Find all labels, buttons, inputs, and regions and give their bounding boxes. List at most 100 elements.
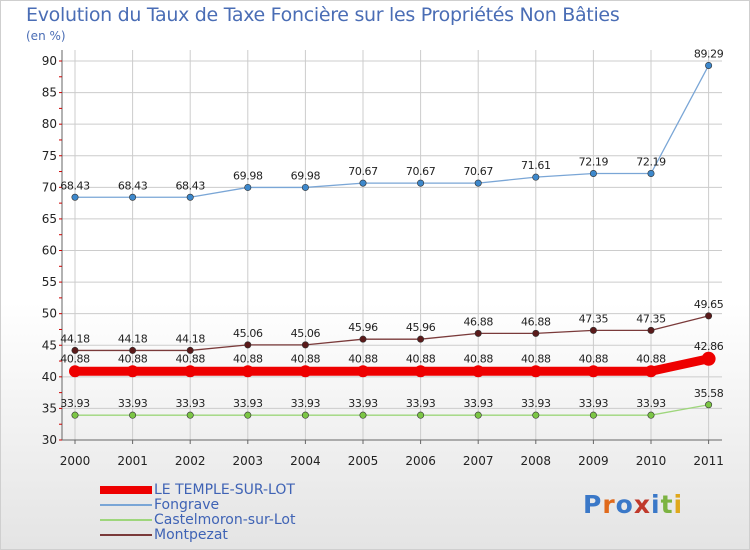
y-tick-label: 40 <box>42 370 57 384</box>
data-point-montpezat <box>474 329 482 337</box>
data-point-le-temple-sur-lot <box>241 365 254 378</box>
gridlines <box>62 50 722 441</box>
axes <box>61 50 722 441</box>
y-tick-label: 30 <box>42 433 57 447</box>
data-label: 33.93 <box>118 397 148 410</box>
data-point-castelmoron-sur-lot <box>532 411 540 419</box>
data-point-fongrave <box>705 61 713 69</box>
y-tick-label: 80 <box>42 117 57 131</box>
data-point-montpezat <box>186 346 194 354</box>
legend-item-le-temple-sur-lot: LE TEMPLE-SUR-LOT <box>100 483 295 498</box>
data-point-montpezat <box>647 326 655 334</box>
data-label: 33.93 <box>521 397 551 410</box>
x-tick-label: 2010 <box>636 454 667 468</box>
data-point-castelmoron-sur-lot <box>589 411 597 419</box>
data-label: 47.35 <box>579 312 609 325</box>
y-tick-label: 90 <box>42 54 57 68</box>
data-label: 33.93 <box>463 397 493 410</box>
data-point-castelmoron-sur-lot <box>417 411 425 419</box>
data-label: 33.93 <box>233 397 263 410</box>
data-point-fongrave <box>359 179 367 187</box>
data-point-montpezat <box>301 341 309 349</box>
y-tick-label: 45 <box>42 338 57 352</box>
x-tick-label: 2003 <box>233 454 264 468</box>
data-label: 33.93 <box>60 397 90 410</box>
data-label: 33.93 <box>175 397 205 410</box>
axis-ticks: 30 35 40 45 50 55 60 65 70 75 80 85 90 2000 2001 2002 20… <box>42 54 724 468</box>
data-point-montpezat <box>589 326 597 334</box>
legend-swatch <box>100 504 152 506</box>
data-label: 68.43 <box>175 179 205 192</box>
data-label: 68.43 <box>118 179 148 192</box>
y-tick-label: 75 <box>42 149 57 163</box>
legend-label: Montpezat <box>154 527 228 543</box>
data-label: 70.67 <box>348 165 378 178</box>
data-label: 40.88 <box>175 352 205 365</box>
data-label: 33.93 <box>348 397 378 410</box>
data-label: 45.06 <box>233 327 263 340</box>
data-label: 46.88 <box>521 315 551 328</box>
data-point-castelmoron-sur-lot <box>244 411 252 419</box>
series-line-montpezat <box>75 315 709 352</box>
data-label: 42.86 <box>694 340 724 353</box>
y-tick-label: 50 <box>42 307 57 321</box>
x-tick-label: 2007 <box>463 454 494 468</box>
x-tick-label: 2009 <box>578 454 609 468</box>
data-label: 49.65 <box>694 298 724 311</box>
data-point-fongrave <box>532 173 540 181</box>
legend-swatch <box>100 519 152 521</box>
data-point-fongrave <box>71 193 79 201</box>
data-point-castelmoron-sur-lot <box>474 411 482 419</box>
series-line-castelmoron-sur-lot <box>75 404 709 416</box>
data-point-castelmoron-sur-lot <box>705 401 713 409</box>
data-point-le-temple-sur-lot <box>414 365 427 378</box>
x-tick-label: 2002 <box>175 454 206 468</box>
y-axis-unit-label: (en %) <box>26 29 66 43</box>
y-tick-label: 35 <box>42 401 57 415</box>
x-tick-label: 2000 <box>60 454 91 468</box>
data-point-le-temple-sur-lot <box>472 365 485 378</box>
data-label: 40.88 <box>521 352 551 365</box>
data-point-fongrave <box>647 169 655 177</box>
data-label: 40.88 <box>406 352 436 365</box>
legend-label: Fongrave <box>154 497 220 513</box>
data-point-le-temple-sur-lot <box>645 365 657 378</box>
data-label: 40.88 <box>118 352 148 365</box>
data-point-montpezat <box>129 346 137 354</box>
data-point-fongrave <box>129 193 137 201</box>
data-point-le-temple-sur-lot <box>299 365 312 378</box>
data-point-fongrave <box>301 183 309 191</box>
series-line-fongrave <box>75 65 710 198</box>
data-label: 33.93 <box>636 397 666 410</box>
data-point-montpezat <box>705 312 713 320</box>
data-label: 46.88 <box>463 315 493 328</box>
data-label: 70.67 <box>463 165 493 178</box>
data-label: 72.19 <box>579 155 609 168</box>
data-point-montpezat <box>71 346 79 354</box>
legend-swatch <box>100 486 152 494</box>
data-point-montpezat <box>244 341 252 349</box>
data-point-fongrave <box>474 179 482 187</box>
data-point-le-temple-sur-lot <box>357 365 369 378</box>
data-label: 40.88 <box>636 352 666 365</box>
data-point-fongrave <box>589 169 597 177</box>
data-label: 45.96 <box>348 321 378 334</box>
chart-title: Evolution du Taux de Taxe Foncière sur l… <box>26 4 620 26</box>
data-label: 35.58 <box>694 387 724 400</box>
data-point-le-temple-sur-lot <box>126 365 139 378</box>
x-tick-label: 2001 <box>117 454 148 468</box>
data-point-le-temple-sur-lot <box>587 365 600 378</box>
x-tick-label: 2005 <box>348 454 379 468</box>
legend-item-montpezat: Montpezat <box>100 528 295 543</box>
y-tick-label: 55 <box>42 275 57 289</box>
legend-item-fongrave: Fongrave <box>100 498 295 513</box>
y-tick-label: 85 <box>42 86 57 100</box>
legend-swatch <box>100 534 152 536</box>
x-tick-label: 2006 <box>405 454 436 468</box>
data-point-le-temple-sur-lot <box>184 365 197 378</box>
data-label: 71.61 <box>521 159 551 172</box>
y-tick-label: 70 <box>42 180 57 194</box>
data-point-le-temple-sur-lot <box>701 351 716 366</box>
data-point-montpezat <box>359 335 367 343</box>
data-label: 40.88 <box>348 352 378 365</box>
